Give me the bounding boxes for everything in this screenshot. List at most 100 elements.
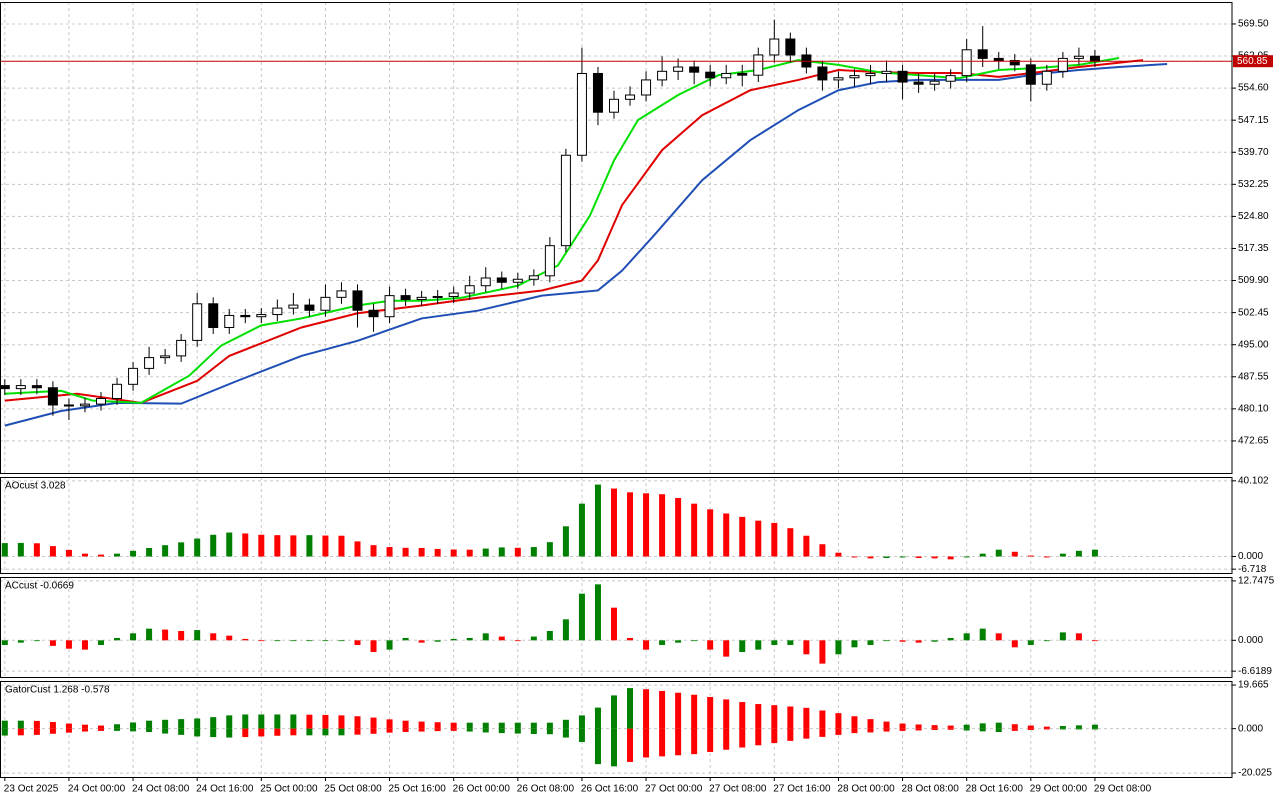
y-tick-label: 40.102 — [1238, 475, 1269, 486]
last-price-box — [1233, 55, 1273, 68]
gator-bar — [995, 722, 1002, 729]
candle-body — [240, 314, 251, 318]
oscillator-bar — [146, 548, 153, 557]
candle-body — [47, 387, 58, 406]
gator-bar — [178, 719, 185, 729]
gator-bar — [707, 728, 714, 752]
candle-body — [336, 290, 347, 298]
gator-bar — [1075, 725, 1082, 729]
y-tick-label: 539.70 — [1238, 147, 1269, 158]
gator-bar — [17, 720, 24, 729]
y-tick-label: -6.718 — [1238, 564, 1267, 575]
gator-bar — [995, 728, 1002, 732]
gator-bar — [867, 719, 874, 729]
y-tick-label: 509.90 — [1238, 275, 1269, 286]
oscillator-bar — [675, 498, 682, 557]
indicator-label: AOcust 3.028 — [5, 481, 66, 492]
y-tick-label: 480.10 — [1238, 403, 1269, 414]
oscillator-bar — [995, 549, 1002, 557]
oscillator-bar — [194, 630, 201, 641]
gator-bar — [1027, 728, 1034, 730]
candle-body — [673, 66, 684, 72]
candle-body — [849, 75, 860, 79]
oscillator-bar — [498, 547, 505, 557]
oscillator-bar — [258, 534, 265, 557]
oscillator-bar — [899, 556, 906, 558]
candle-body — [961, 49, 972, 77]
gator-bar — [627, 688, 634, 729]
gator-bar — [963, 724, 970, 729]
candle-body — [272, 307, 283, 316]
gator-bar — [594, 728, 601, 765]
oscillator-bar — [290, 535, 297, 557]
oscillator-bar — [402, 547, 409, 557]
gator-bar — [226, 728, 233, 738]
gator-bar — [675, 728, 682, 756]
oscillator-bar — [178, 542, 185, 557]
candle-body — [144, 357, 155, 369]
oscillator-bar — [322, 535, 329, 557]
gator-bar — [546, 722, 553, 729]
oscillator-bar — [643, 493, 650, 557]
candle-body — [528, 275, 539, 280]
candle-body — [833, 77, 844, 81]
gator-bar — [851, 728, 858, 734]
oscillator-bar — [402, 637, 409, 641]
oscillator-bar — [1, 640, 8, 645]
gator-bar — [691, 694, 698, 729]
oscillator-bar — [995, 633, 1002, 641]
gator-bar — [434, 728, 441, 732]
gator-bar — [434, 722, 441, 729]
gator-bar — [562, 719, 569, 729]
y-tick-label: 524.80 — [1238, 211, 1269, 222]
candle-body — [160, 355, 171, 359]
oscillator-bar — [723, 513, 730, 557]
gator-bar — [899, 723, 906, 729]
gator-bar — [226, 715, 233, 729]
oscillator-bar — [1011, 551, 1018, 557]
x-tick-label: 27 Oct 08:00 — [709, 784, 767, 795]
gator-bar — [594, 707, 601, 729]
x-tick-label: 26 Oct 00:00 — [453, 784, 511, 795]
candle-body — [544, 245, 555, 277]
oscillator-bar — [979, 628, 986, 641]
gator-bar — [178, 728, 185, 735]
gator-bar — [610, 695, 617, 729]
gator-bar — [931, 728, 938, 730]
oscillator-bar — [755, 640, 762, 650]
oscillator-bar — [17, 542, 24, 557]
y-tick-label: 569.50 — [1238, 19, 1269, 30]
oscillator-bar — [610, 488, 617, 557]
candle-body — [432, 295, 443, 298]
oscillator-bar — [226, 532, 233, 557]
oscillator-bar — [1027, 640, 1034, 645]
gator-bar — [803, 707, 810, 729]
gator-bar — [418, 721, 425, 729]
oscillator-bar — [386, 640, 393, 650]
y-tick-label: 19.665 — [1238, 680, 1269, 691]
gator-bar — [242, 714, 249, 729]
y-tick-label: 547.15 — [1238, 115, 1269, 126]
oscillator-bar — [947, 556, 954, 560]
candle-body — [576, 72, 587, 156]
gator-bar — [1059, 728, 1066, 730]
candle-body — [1057, 57, 1068, 72]
oscillator-bar — [851, 556, 858, 558]
gator-bar — [915, 728, 922, 731]
gator-bar — [498, 722, 505, 729]
gator-bar — [386, 728, 393, 733]
oscillator-bar — [162, 545, 169, 557]
y-tick-label: 12.7475 — [1238, 576, 1275, 587]
candle-body — [705, 71, 716, 79]
oscillator-bar — [867, 556, 874, 559]
oscillator-bar — [97, 554, 104, 557]
gator-bar — [146, 720, 153, 729]
candle-body — [368, 309, 379, 318]
oscillator-bar — [723, 640, 730, 657]
gator-bar — [322, 728, 329, 736]
oscillator-bar — [1, 543, 8, 557]
candle-body — [79, 403, 90, 407]
gator-bar — [627, 728, 634, 762]
oscillator-bar — [707, 640, 714, 650]
gator-bar — [1, 720, 8, 729]
